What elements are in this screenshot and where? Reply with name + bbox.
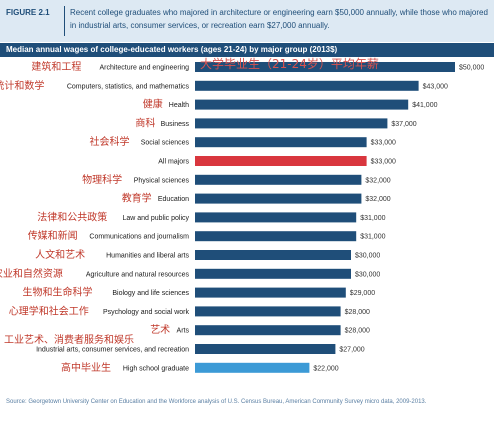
bar-15 <box>195 344 336 354</box>
value-label-6: $32,000 <box>365 177 390 184</box>
value-label-9: $31,000 <box>360 234 385 241</box>
zh-annotation-13: 心理学和社会工作 <box>9 304 89 317</box>
bar-0 <box>195 62 455 72</box>
bar-16 <box>195 362 310 373</box>
bar-7 <box>195 193 362 204</box>
value-label-4: $33,000 <box>371 140 396 147</box>
bar-1 <box>195 80 419 91</box>
zh-annotation-9: 传媒和新闻 <box>28 229 78 242</box>
bar-14 <box>195 325 341 336</box>
bar-10 <box>195 250 351 260</box>
zh-annotation-11: 农业和自然资源 <box>0 267 63 280</box>
value-label-11: $30,000 <box>355 271 380 278</box>
zh-annotation-16: 高中毕业生 <box>61 361 111 374</box>
category-label-14: Arts <box>177 328 190 335</box>
category-label-9: Communications and journalism <box>89 234 189 241</box>
zh-annotation-7: 教育学 <box>122 192 152 205</box>
bar-5 <box>195 156 367 166</box>
category-label-6: Physical sciences <box>134 177 190 184</box>
bar-6 <box>195 174 362 185</box>
bar-2 <box>195 99 409 110</box>
category-label-2: Health <box>169 102 189 109</box>
category-label-0: Architecture and engineering <box>99 65 189 72</box>
category-label-10: Humanities and liberal arts <box>106 253 189 260</box>
category-label-7: Education <box>158 196 189 203</box>
value-label-5: $33,000 <box>371 159 396 166</box>
value-label-1: $43,000 <box>423 83 448 90</box>
bar-4 <box>195 137 367 148</box>
chart-title: Median annual wages of college-educated … <box>6 45 338 54</box>
value-label-7: $32,000 <box>365 196 390 203</box>
value-label-16: $22,000 <box>313 365 338 372</box>
category-label-5: All majors <box>158 159 189 166</box>
value-label-15: $27,000 <box>339 347 364 354</box>
figure-header: FIGURE 2.1 Recent college graduates who … <box>0 0 494 42</box>
category-label-12: Biology and life sciences <box>112 290 189 297</box>
figure-caption: Recent college graduates who majored in … <box>70 8 488 30</box>
bar-11 <box>195 268 351 279</box>
category-label-1: Computers, statistics, and mathematics <box>67 83 190 90</box>
value-label-13: $28,000 <box>345 309 370 316</box>
zh-annotation-6: 物理科学 <box>82 173 122 186</box>
zh-annotation-14: 艺术 <box>150 324 170 336</box>
category-label-13: Psychology and social work <box>103 309 189 316</box>
bar-3 <box>195 118 388 129</box>
chart-title-bar: Median annual wages of college-educated … <box>0 43 494 57</box>
value-label-14: $28,000 <box>345 328 370 335</box>
zh-annotation-8: 法律和公共政策 <box>37 210 107 223</box>
bar-13 <box>195 306 341 317</box>
bar-9 <box>195 231 357 242</box>
overlay-title: 大学毕业生（21-24岁）平均年薪 <box>200 57 379 71</box>
zh-annotation-0: 建筑和工程 <box>31 60 81 73</box>
figure-separator <box>64 6 65 36</box>
value-label-10: $30,000 <box>355 253 380 260</box>
value-label-2: $41,000 <box>412 102 437 109</box>
bar-8 <box>195 212 357 223</box>
zh-annotation-12: 生物和生命科学 <box>23 286 93 299</box>
zh-annotation-15: 工业艺术、消费者服务和娱乐 <box>4 333 134 346</box>
zh-annotation-1: 计算机、统计和数学 <box>0 79 44 92</box>
zh-annotation-10: 人文和艺术 <box>35 248 85 261</box>
value-label-3: $37,000 <box>391 121 416 128</box>
category-label-8: Law and public policy <box>122 215 189 222</box>
category-label-3: Business <box>161 121 190 128</box>
value-label-12: $29,000 <box>350 290 375 297</box>
bar-12 <box>195 287 346 298</box>
category-label-16: High school graduate <box>123 365 189 372</box>
category-label-4: Social sciences <box>141 140 190 147</box>
category-label-11: Agriculture and natural resources <box>86 271 190 278</box>
value-label-8: $31,000 <box>360 215 385 222</box>
zh-annotation-4: 社会科学 <box>90 135 130 148</box>
zh-annotation-3: 商科 <box>135 116 155 129</box>
category-label-15: Industrial arts, consumer services, and … <box>36 347 189 354</box>
source-note: Source: Georgetown University Center on … <box>6 399 427 405</box>
figure-label: FIGURE 2.1 <box>6 8 50 17</box>
value-label-0: $50,000 <box>459 65 484 72</box>
zh-annotation-2: 健康 <box>143 98 163 111</box>
